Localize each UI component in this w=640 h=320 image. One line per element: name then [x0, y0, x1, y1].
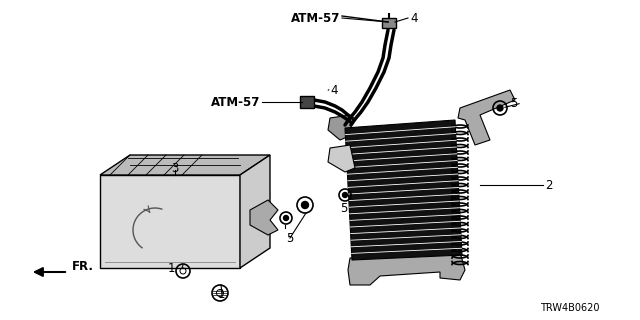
Polygon shape: [100, 175, 240, 268]
Polygon shape: [250, 200, 278, 235]
Polygon shape: [100, 155, 270, 175]
Polygon shape: [458, 90, 515, 145]
Text: ATM-57: ATM-57: [291, 12, 340, 25]
Circle shape: [497, 105, 503, 111]
Polygon shape: [240, 155, 270, 268]
Circle shape: [301, 202, 308, 209]
Text: 4: 4: [410, 12, 417, 25]
Text: 5: 5: [286, 231, 294, 244]
Bar: [382, 18, 396, 28]
Polygon shape: [328, 115, 352, 140]
Text: 1: 1: [218, 289, 225, 301]
Polygon shape: [328, 145, 355, 172]
Polygon shape: [345, 120, 462, 260]
Text: 5: 5: [510, 97, 517, 109]
Text: TRW4B0620: TRW4B0620: [541, 303, 600, 313]
Circle shape: [284, 215, 289, 220]
Circle shape: [342, 193, 348, 197]
Text: 2: 2: [545, 179, 552, 191]
Text: 3: 3: [172, 162, 179, 174]
Text: 5: 5: [340, 202, 348, 214]
Text: 4: 4: [330, 84, 337, 97]
Text: FR.: FR.: [72, 260, 94, 274]
Bar: [300, 96, 314, 108]
Polygon shape: [348, 252, 465, 285]
Text: 1: 1: [168, 261, 175, 275]
Text: ATM-57: ATM-57: [211, 95, 260, 108]
